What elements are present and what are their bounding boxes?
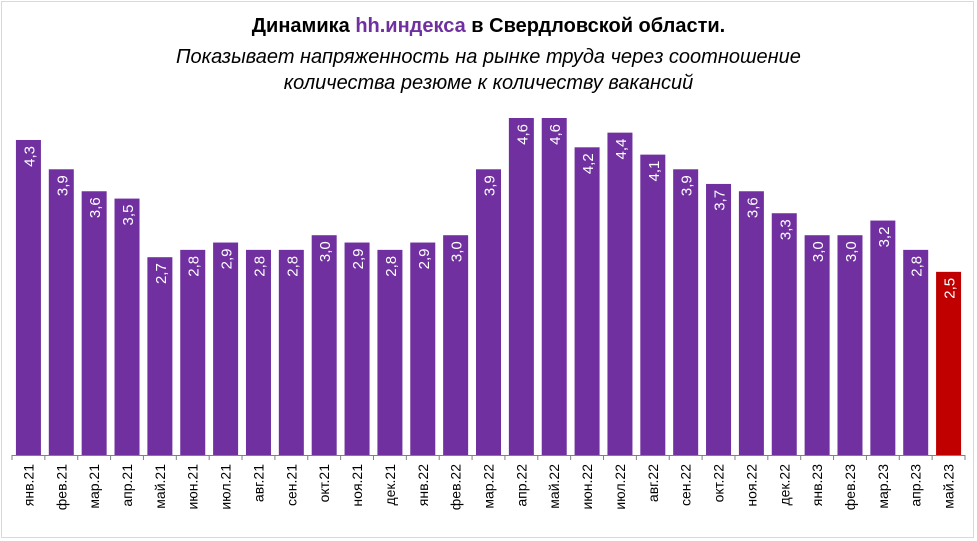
data-label: 4,3: [21, 146, 38, 167]
data-label: 4,6: [547, 124, 564, 145]
x-tick-label: апр.22: [513, 464, 529, 507]
data-label: 3,9: [482, 175, 499, 196]
bar: [574, 147, 600, 455]
x-tick-label: фев.23: [842, 464, 858, 510]
bar: [311, 235, 337, 455]
x-tick-label: май.22: [546, 464, 562, 509]
chart-subtitle-line-2: количества резюме к количеству вакансий: [283, 72, 694, 94]
data-label: 3,6: [87, 197, 104, 218]
chart-subtitle: Показывает напряженность на рынке труда …: [0, 44, 977, 96]
bar: [476, 169, 501, 456]
bar: [870, 220, 896, 455]
bar: [607, 132, 633, 456]
bar: [640, 154, 666, 455]
data-label: 2,8: [251, 256, 268, 277]
data-label: 3,6: [744, 197, 761, 218]
data-label: 4,1: [646, 161, 663, 182]
x-tick-label: ноя.22: [743, 464, 759, 507]
chart-title-brand: hh.индекса: [355, 15, 466, 37]
data-label: 4,2: [580, 153, 597, 174]
data-label: 2,9: [219, 249, 236, 270]
x-tick-label: июн.22: [579, 464, 595, 510]
data-label: 3,0: [449, 241, 466, 262]
bar: [410, 242, 436, 455]
bar: [245, 249, 271, 455]
x-tick-label: дек.21: [382, 464, 398, 506]
data-label: 3,2: [876, 227, 893, 248]
bar: [706, 183, 732, 455]
bar: [344, 242, 370, 455]
bar: [936, 271, 962, 455]
bar: [738, 191, 764, 455]
bar: [48, 169, 74, 456]
data-label: 3,7: [712, 190, 729, 211]
x-tick-label: окт.21: [316, 464, 332, 503]
x-tick-label: фев.21: [53, 464, 69, 510]
x-tick-label: янв.23: [809, 464, 825, 506]
x-tick-label: мар.21: [86, 464, 102, 509]
bar: [903, 249, 929, 455]
data-label: 2,8: [909, 256, 926, 277]
x-tick-label: сен.22: [678, 464, 694, 506]
data-label: 3,9: [679, 175, 696, 196]
chart-subtitle-line-1: Показывает напряженность на рынке труда …: [176, 46, 801, 68]
x-tick-label: янв.21: [20, 464, 36, 506]
data-label: 4,6: [514, 124, 531, 145]
x-tick-label: дек.22: [776, 464, 792, 506]
x-tick-label: май.23: [941, 464, 957, 509]
data-label: 2,9: [416, 249, 433, 270]
chart-title: Динамика hh.индекса в Свердловской облас…: [0, 14, 977, 38]
data-label: 4,4: [613, 139, 630, 160]
data-label: 3,0: [810, 241, 827, 262]
x-tick-label: май.21: [152, 464, 168, 509]
x-tick-label: авг.21: [250, 464, 266, 502]
bar: [508, 118, 534, 455]
data-label: 3,0: [843, 241, 860, 262]
x-tick-label: окт.22: [711, 464, 727, 503]
bar: [771, 213, 797, 455]
bar: [81, 191, 107, 455]
data-label: 3,3: [777, 219, 794, 240]
x-tick-label: янв.22: [415, 464, 431, 506]
data-label: 2,7: [153, 263, 170, 284]
chart-title-part-1: Динамика: [251, 15, 356, 37]
x-tick-label: июл.22: [612, 464, 628, 510]
bar: [837, 235, 863, 455]
x-tick-label: мар.23: [875, 464, 891, 509]
bar: [180, 249, 206, 455]
x-tick-label: авг.22: [645, 464, 661, 502]
x-tick-label: июл.21: [218, 464, 234, 510]
bar: [673, 169, 699, 456]
bar: [443, 235, 469, 455]
data-label: 2,5: [942, 278, 959, 299]
bar: [15, 139, 41, 455]
data-label: 3,9: [54, 175, 71, 196]
x-tick-label: апр.23: [908, 464, 924, 507]
data-label: 2,8: [284, 256, 301, 277]
data-label: 2,8: [186, 256, 203, 277]
bar: [278, 249, 304, 455]
bar: [377, 249, 403, 455]
bar: [804, 235, 830, 455]
bar: [541, 118, 567, 455]
data-label: 3,5: [120, 205, 137, 226]
bar: [213, 242, 239, 455]
x-tick-label: апр.21: [119, 464, 135, 507]
data-label: 3,0: [317, 241, 334, 262]
data-label: 2,9: [350, 249, 367, 270]
data-label: 2,8: [383, 256, 400, 277]
bar: [114, 198, 140, 455]
bar: [147, 257, 173, 455]
x-tick-label: ноя.21: [349, 464, 365, 507]
chart-title-part-2: в Свердловской области.: [465, 15, 726, 37]
x-tick-label: июн.21: [185, 464, 201, 510]
x-tick-label: фев.22: [448, 464, 464, 510]
x-tick-label: сен.21: [283, 464, 299, 506]
x-tick-label: мар.22: [481, 464, 497, 509]
